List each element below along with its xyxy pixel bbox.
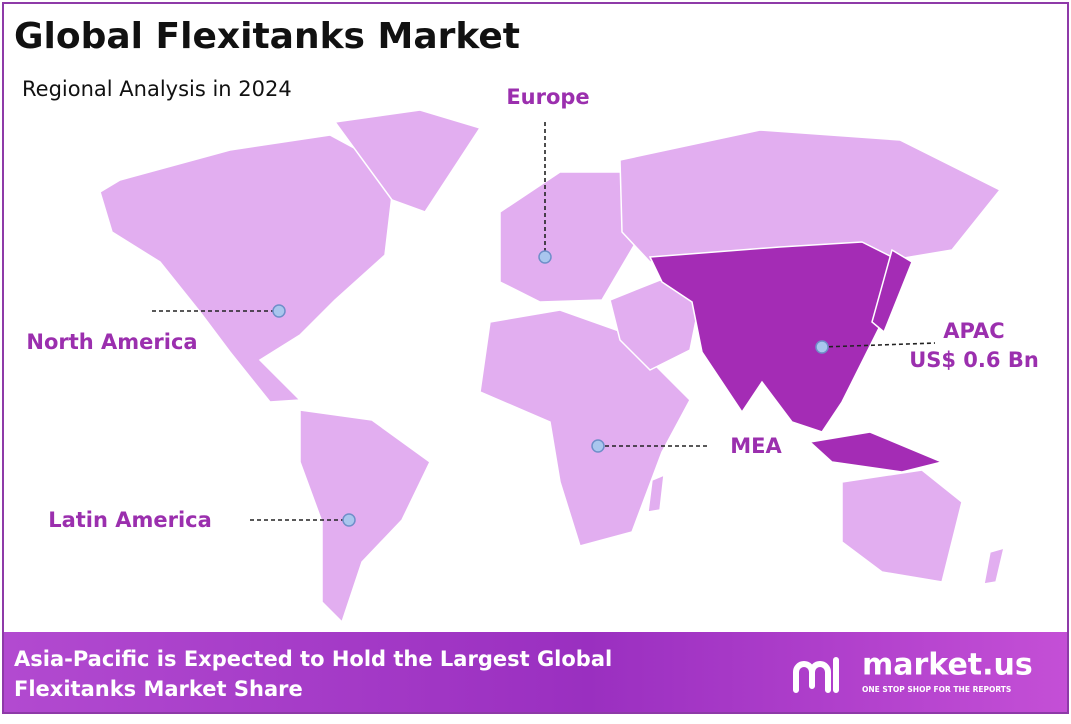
marker [538,250,552,264]
marker [815,340,829,354]
northern-asia [619,129,1002,263]
footer-text: Asia-Pacific is Expected to Hold the Lar… [14,647,612,671]
south-america [299,409,431,624]
marker [591,439,605,453]
middle-east [609,279,701,371]
marker [342,513,356,527]
region-label: MEA [730,434,782,458]
footer-band [4,632,1067,712]
region-label: Latin America [48,508,212,532]
leader-line [821,342,936,348]
europe [499,171,643,303]
new-zealand [983,546,1006,585]
region-label: APAC [943,319,1004,343]
australia [841,469,963,583]
region-value: US$ 0.6 Bn [909,348,1039,372]
marker [272,304,286,318]
indonesia [808,431,945,473]
apac-region [648,241,903,433]
japan [871,248,913,334]
world-map [99,109,1006,624]
brand-logo [793,657,839,693]
leaders [152,122,936,527]
madagascar [647,473,665,513]
brand-name: market.us [862,648,1033,683]
africa [479,309,691,547]
region-label: North America [26,330,197,354]
footer-text: Flexitanks Market Share [14,677,303,701]
greenland [333,109,482,213]
subtitle: Regional Analysis in 2024 [22,77,292,101]
brand-tagline: ONE STOP SHOP FOR THE REPORTS [862,685,1011,694]
region-label: Europe [506,85,589,109]
title: Global Flexitanks Market [14,16,520,57]
